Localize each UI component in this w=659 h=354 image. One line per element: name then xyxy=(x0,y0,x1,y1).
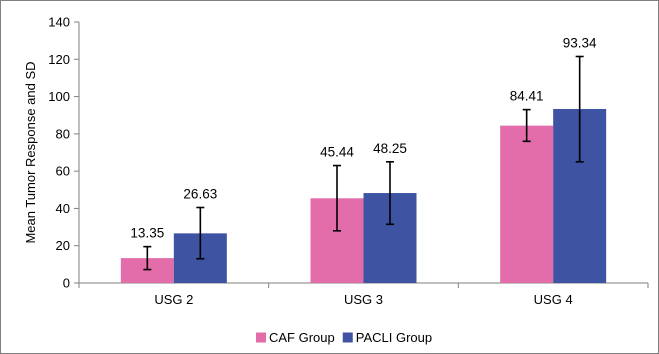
y-tick-label: 120 xyxy=(48,52,70,67)
y-tick-label: 80 xyxy=(56,126,70,141)
legend-label: PACLI Group xyxy=(356,330,432,345)
legend-label: CAF Group xyxy=(269,330,335,345)
legend: CAF Group PACLI Group xyxy=(256,330,432,345)
data-label: 48.25 xyxy=(373,141,407,156)
y-tick-label: 140 xyxy=(48,15,70,30)
y-tick-label: 0 xyxy=(63,276,70,291)
data-label: 13.35 xyxy=(130,226,164,241)
error-bars xyxy=(143,55,584,271)
data-label: 84.41 xyxy=(510,89,544,104)
data-label: 45.44 xyxy=(320,145,354,160)
y-axis: 0 20 40 60 80 100 120 140 xyxy=(48,15,80,291)
y-axis-title: Mean Tumor Response and SD xyxy=(23,61,38,243)
data-label: 26.63 xyxy=(183,186,217,201)
y-tick-label: 60 xyxy=(56,164,70,179)
legend-swatch xyxy=(342,332,353,343)
x-category-label: USG 3 xyxy=(344,292,383,307)
data-label: 93.34 xyxy=(563,35,597,50)
bars xyxy=(120,108,607,283)
legend-swatch xyxy=(256,332,266,343)
y-tick-label: 40 xyxy=(56,201,70,216)
y-tick-label: 100 xyxy=(48,89,70,104)
bar-caf-group xyxy=(500,125,554,283)
y-tick-label: 20 xyxy=(56,238,70,253)
data-labels: 13.35 45.44 84.41 26.63 48.25 93.34 xyxy=(130,35,597,240)
x-category-label: USG 4 xyxy=(534,292,573,307)
x-category-label: USG 2 xyxy=(154,292,193,307)
